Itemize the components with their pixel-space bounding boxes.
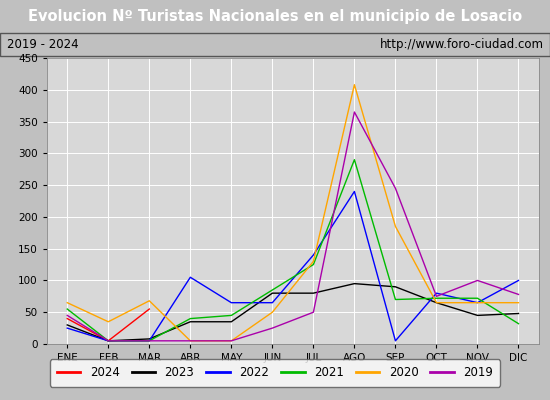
Text: Evolucion Nº Turistas Nacionales en el municipio de Losacio: Evolucion Nº Turistas Nacionales en el m… [28,9,522,24]
Text: http://www.foro-ciudad.com: http://www.foro-ciudad.com [379,38,543,51]
Legend: 2024, 2023, 2022, 2021, 2020, 2019: 2024, 2023, 2022, 2021, 2020, 2019 [50,360,501,386]
Text: 2019 - 2024: 2019 - 2024 [7,38,78,51]
